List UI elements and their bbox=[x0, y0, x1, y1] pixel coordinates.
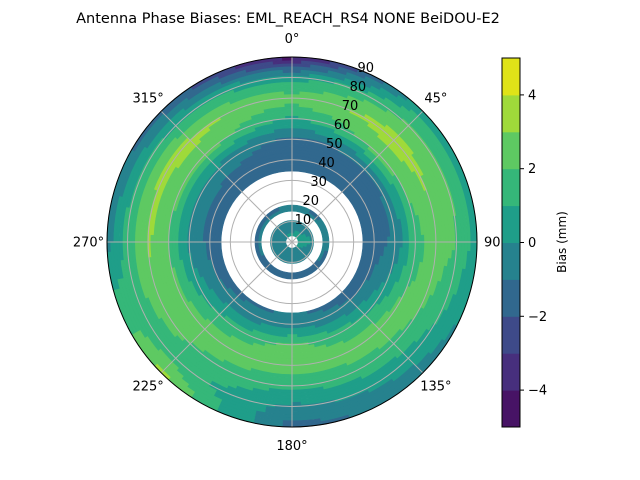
colorbar-tick-label: −2 bbox=[528, 310, 547, 325]
colorbar-segment bbox=[502, 131, 520, 170]
radial-tick-label: 10 bbox=[295, 213, 312, 228]
radial-tick-label: 40 bbox=[318, 156, 335, 171]
colorbar-segment bbox=[502, 242, 520, 280]
contour-cell bbox=[291, 90, 301, 95]
tick-labels: 0° 45° 90° 135° 180° 225° 270° 315° 10 20 30 40 50 60… bbox=[73, 32, 507, 454]
angular-tick-label: 180° bbox=[276, 439, 307, 454]
chart-title: Antenna Phase Biases: EML_REACH_RS4 NONE… bbox=[76, 11, 500, 27]
colorbar-segment bbox=[502, 58, 520, 96]
contour-cell bbox=[282, 69, 293, 73]
contour-cell bbox=[291, 69, 302, 73]
contour-cell bbox=[291, 401, 301, 406]
angular-gridline bbox=[291, 241, 424, 374]
angular-tick-label: 315° bbox=[132, 92, 163, 107]
colorbar-tick-label: 2 bbox=[528, 162, 536, 177]
radial-tick-label: 70 bbox=[342, 99, 359, 114]
colorbar-segment bbox=[502, 205, 520, 243]
radial-tick-label: 90 bbox=[358, 61, 375, 76]
angular-tick-label: 45° bbox=[424, 92, 447, 107]
colorbar-segment bbox=[502, 168, 520, 207]
angular-tick-label: 90° bbox=[484, 236, 507, 251]
colorbar-label: Bias (mm) bbox=[555, 211, 569, 273]
contour-cell bbox=[291, 59, 302, 64]
contour-cell bbox=[283, 90, 293, 95]
radial-tick-label: 30 bbox=[310, 175, 327, 190]
angular-tick-label: 135° bbox=[420, 379, 451, 394]
angular-gridline bbox=[291, 110, 424, 243]
angular-gridline bbox=[160, 110, 293, 243]
angular-tick-label: 270° bbox=[73, 236, 104, 251]
angular-tick-label: 225° bbox=[132, 379, 163, 394]
angular-tick-label: 0° bbox=[285, 32, 300, 47]
radial-tick-label: 60 bbox=[334, 118, 351, 133]
colorbar-segment bbox=[502, 353, 520, 391]
colorbar-tick-label: 0 bbox=[528, 236, 536, 251]
contour-cell bbox=[284, 102, 293, 107]
contour-cell bbox=[291, 102, 300, 107]
contour-field bbox=[106, 56, 478, 428]
radial-tick-label: 50 bbox=[326, 137, 343, 152]
colorbar-segment bbox=[502, 94, 520, 133]
radial-tick-label: 80 bbox=[350, 80, 367, 95]
angular-gridline bbox=[160, 241, 293, 374]
colorbar: −4 −2 0 2 4 bbox=[501, 57, 547, 428]
colorbar-segment bbox=[502, 316, 520, 354]
radial-tick-label: 20 bbox=[302, 194, 319, 209]
polar-grid bbox=[107, 57, 477, 427]
colorbar-tick-label: −4 bbox=[528, 384, 547, 399]
colorbar-segment bbox=[502, 390, 520, 428]
polar-frame bbox=[106, 56, 478, 428]
colorbar-tick-label: 4 bbox=[528, 88, 536, 103]
colorbar-segment bbox=[502, 279, 520, 317]
